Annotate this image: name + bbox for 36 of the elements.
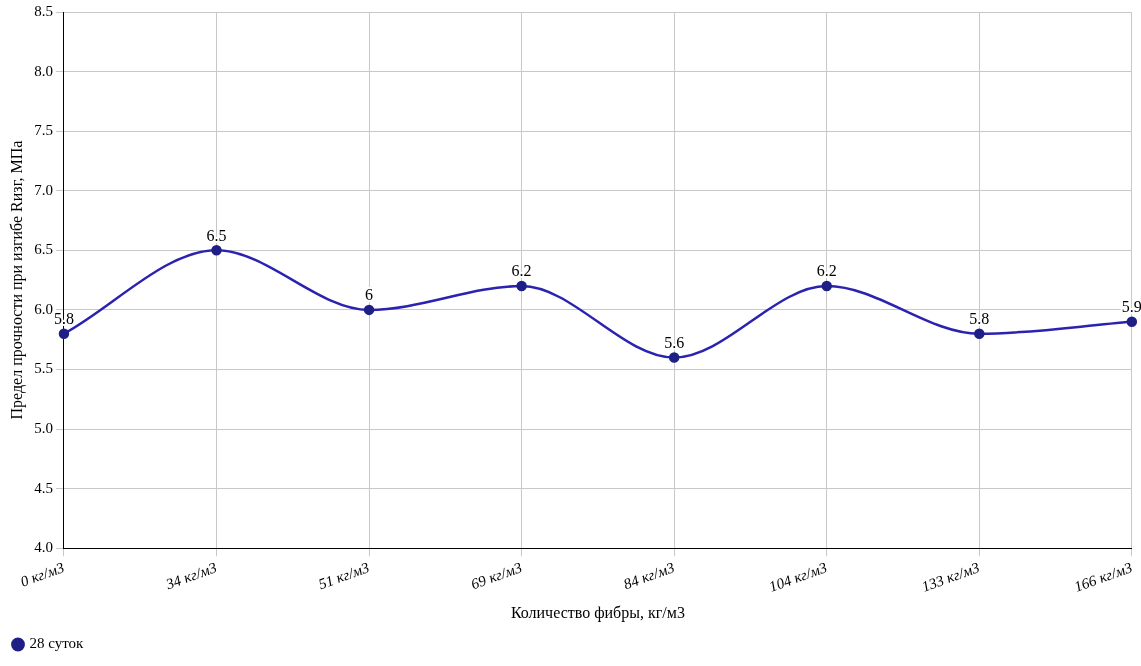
point (668, 352, 680, 363)
point (974, 328, 985, 339)
x-tick-label: 34 кг/м3 (162, 559, 219, 593)
y-axis-title: Предел прочности при изгибе Rизг, МПа (7, 140, 26, 420)
x-tick-label: 166 кг/м3 (1072, 559, 1135, 595)
point (211, 245, 222, 256)
data-label: 6.5 (206, 226, 227, 244)
data-label: 6 (365, 286, 374, 304)
y-tick-label: 4.5 (34, 479, 53, 496)
y-tick-label: 8.5 (34, 2, 53, 19)
point (58, 328, 70, 339)
y-tick-label: 6.5 (34, 241, 53, 258)
point (821, 280, 832, 292)
data-label: 6.2 (816, 262, 837, 280)
data-label: 5.9 (1121, 298, 1141, 316)
x-tick-label: 84 кг/м3 (621, 559, 677, 593)
legend-label: 28 суток (29, 635, 85, 652)
x-tick-label: 69 кг/м3 (468, 559, 524, 593)
data-label: 6.2 (511, 262, 532, 280)
x-axis-title: Количество фибры, кг/м3 (510, 603, 685, 622)
y-tick-label: 7.0 (34, 181, 53, 198)
x-tick-label: 51 кг/м3 (316, 559, 372, 593)
point (516, 280, 527, 292)
y-tick-label: 5.0 (34, 420, 53, 437)
x-tick-label: 0 кг/м3 (18, 559, 67, 590)
x-tick-label: 133 кг/м3 (919, 559, 982, 595)
y-tick-label: 7.5 (34, 122, 53, 139)
data-label: 5.6 (664, 333, 685, 351)
y-tick-label: 4.0 (34, 539, 53, 556)
data-label: 5.8 (969, 309, 990, 327)
y-tick-label: 5.5 (34, 360, 53, 377)
point (363, 304, 375, 316)
x-tick-label: 104 кг/м3 (766, 559, 830, 595)
y-tick-label: 6.0 (34, 300, 53, 317)
point (1126, 316, 1138, 328)
y-tick-label: 8.0 (34, 62, 53, 79)
